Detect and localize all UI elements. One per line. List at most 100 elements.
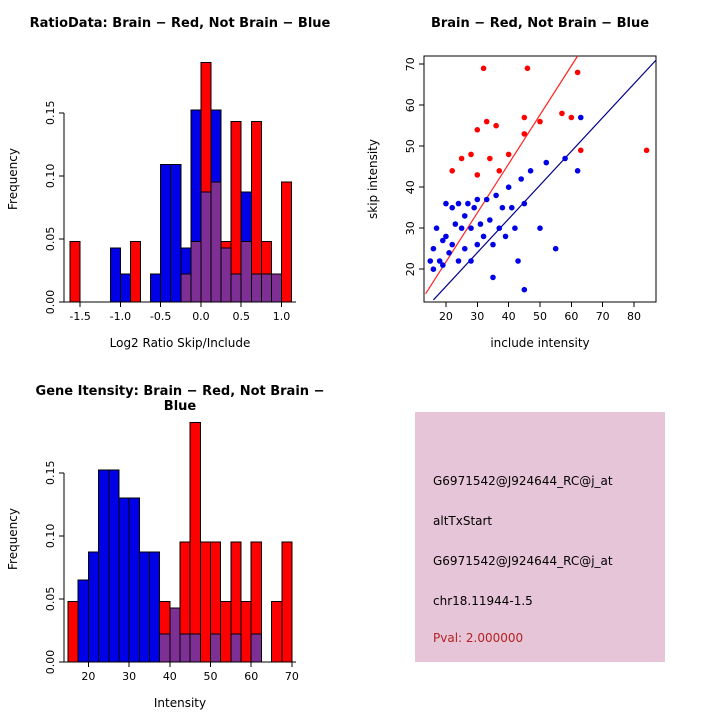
hist-bar-red (281, 181, 293, 303)
scatter-point-red (474, 127, 481, 133)
scatter-point-blue (480, 233, 487, 240)
scatter-point-blue (487, 217, 493, 223)
hist-bar-blue (128, 497, 140, 663)
x-tick-label: 60 (564, 310, 578, 323)
scatter-point-blue (468, 258, 474, 264)
hist-bar-overlap (180, 273, 192, 303)
y-tick-label: 0.05 (44, 227, 57, 252)
x-tick-label: 0.0 (192, 310, 210, 323)
scatter-point-blue (443, 200, 449, 207)
hist-bar-blue (118, 497, 130, 663)
scatter-point-blue (427, 258, 434, 264)
scatter-point-blue (446, 250, 452, 256)
scatter-point-blue (521, 286, 528, 293)
scatter-point-red (496, 168, 503, 174)
scatter-point-red (487, 155, 493, 162)
scatter-point-blue (461, 213, 468, 219)
hist-bar-red (129, 240, 142, 303)
hist-bar-overlap (270, 273, 282, 303)
scatter-point-red (643, 147, 650, 154)
hist-bar-red (281, 541, 293, 663)
hist-bar-overlap (189, 633, 201, 663)
scatter-point-blue (508, 204, 515, 211)
y-tick-label: 0.15 (44, 461, 57, 486)
scatter-point-blue (490, 241, 496, 248)
scatter-point-blue (433, 225, 440, 231)
hist-bar-blue (98, 469, 110, 663)
scatter-point-red (474, 172, 481, 178)
scatter-point-blue (562, 155, 568, 162)
x-tick-label: 1.0 (273, 310, 291, 323)
y-tick-label: 0.10 (44, 524, 57, 549)
hist-bar-blue (87, 551, 100, 663)
hist-bar-overlap (250, 633, 262, 663)
x-tick-label: 20 (439, 310, 453, 323)
gene-intensity-histogram-plot: 20 30 40 50 60 70 0.00 0.05 0.10 0.15 (44, 421, 299, 683)
scatter-point-red (480, 65, 487, 72)
scatter-point-blue (477, 221, 484, 227)
info-line-location: chr18.11944-1.5 (433, 594, 533, 608)
x-tick-label: 30 (122, 670, 136, 683)
scatter-point-red (524, 65, 531, 72)
scatter-point-blue (474, 241, 481, 248)
scatter-point-blue (537, 225, 543, 231)
scatter-point-blue (490, 274, 496, 281)
hist-bar-blue (150, 273, 162, 303)
scatter-point-blue (515, 258, 521, 264)
x-tick-label: 70 (596, 310, 610, 323)
scatter-point-blue (474, 196, 481, 203)
y-tick-label: 0.05 (44, 587, 57, 612)
hist-bar-overlap (230, 633, 242, 663)
scatter-point-blue (449, 204, 456, 211)
y-axis-label: skip intensity (366, 139, 380, 219)
y-tick-label: 70 (404, 57, 417, 71)
x-tick-label: 20 (81, 670, 95, 683)
scatter-point-blue (430, 245, 437, 252)
y-tick-label: 50 (404, 139, 417, 153)
y-tick-label: 60 (404, 98, 417, 112)
x-axis-label: include intensity (490, 336, 590, 350)
chart-title: Gene Itensity: Brain − Red, Not Brain − … (35, 384, 325, 414)
hist-bar-overlap (220, 247, 232, 303)
hist-bar-overlap (169, 607, 181, 663)
scatter-point-red (521, 114, 528, 121)
scatter-point-red (521, 131, 528, 137)
x-tick-label: 60 (244, 670, 258, 683)
y-tick-label: 30 (404, 221, 417, 235)
scatter-point-red (559, 110, 565, 117)
scatter-point-red (468, 151, 474, 158)
scatter-point-red (449, 168, 456, 174)
hist-bar-overlap (210, 181, 222, 303)
x-tick-label: -1.0 (110, 310, 131, 323)
x-tick-label: 50 (204, 670, 218, 683)
y-tick-label: 40 (404, 180, 417, 194)
scatter-point-red (483, 118, 490, 125)
scatter-point-blue (461, 245, 468, 252)
info-line-probe-id: G6971542@J924644_RC@j_at (433, 474, 613, 488)
scatter-point-blue (518, 176, 524, 182)
panel-ratio-histogram: RatioData: Brain − Red, Not Brain − Blue… (0, 0, 360, 360)
scatter-point-red (505, 151, 512, 158)
plot-box (423, 55, 657, 303)
scatter-point-blue (483, 196, 490, 203)
ratio-histogram-plot: -1.5 -1.0 -0.5 0.0 0.5 1.0 0.00 0.05 0.10 0.15 (44, 61, 296, 323)
blue-fit-line (432, 59, 657, 301)
hist-bar-red (67, 600, 79, 663)
scatter-point-blue (493, 192, 499, 199)
hist-bar-red (271, 600, 283, 663)
scatter-point-red (568, 114, 575, 121)
x-axis-label: Intensity (153, 696, 207, 710)
scatter-point-blue (543, 159, 550, 166)
hist-bar-blue (148, 551, 161, 663)
hist-bar-overlap (210, 633, 222, 663)
x-tick-label: 40 (502, 310, 516, 323)
scatter-point-blue (468, 225, 474, 231)
scatter-point-blue (455, 258, 462, 264)
scatter-point-red (493, 122, 499, 129)
hist-bar-overlap (200, 191, 212, 303)
panel-gene-intensity-histogram: Gene Itensity: Brain − Red, Not Brain − … (0, 360, 360, 720)
scatter-point-blue (436, 258, 443, 264)
hist-bar-overlap (250, 273, 262, 303)
scatter-point-red (574, 69, 581, 76)
hist-bar-overlap (230, 273, 242, 303)
